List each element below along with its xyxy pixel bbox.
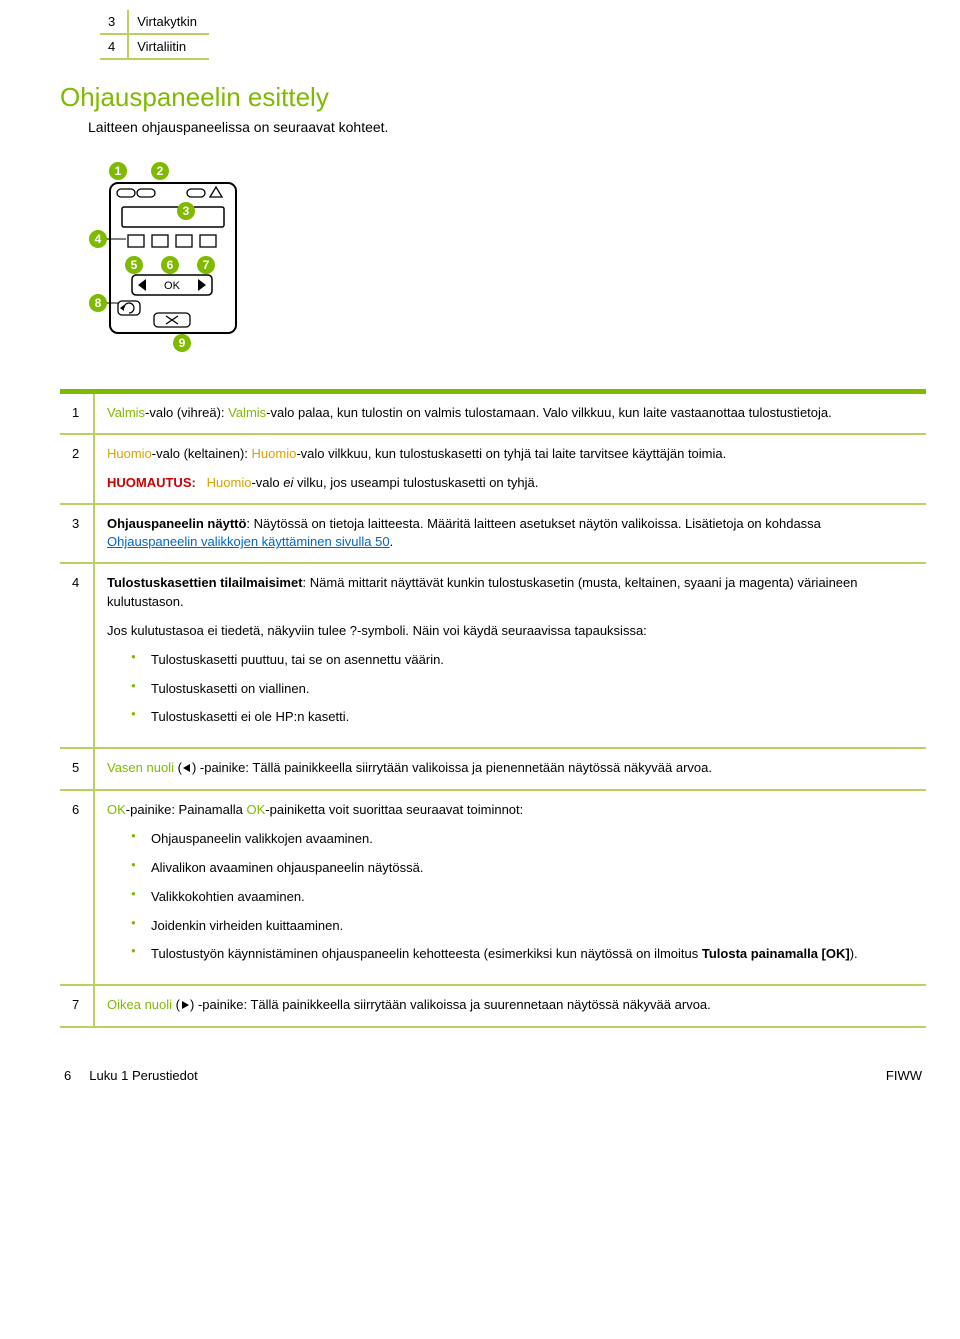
row-description: Huomio-valo (keltainen): Huomio-valo vil… [94,434,926,504]
chapter-title: Luku 1 Perustiedot [89,1068,197,1083]
top-row-num: 4 [100,34,128,59]
row-number: 4 [60,563,94,748]
row-description: OK-painike: Painamalla OK-painiketta voi… [94,790,926,985]
row-number: 5 [60,748,94,790]
row-description: Vasen nuoli () -painike: Tällä painikkee… [94,748,926,790]
footer-right: FIWW [886,1068,922,1083]
table-row: 1Valmis-valo (vihreä): Valmis-valo palaa… [60,392,926,434]
row-number: 2 [60,434,94,504]
table-row: 6OK-painike: Painamalla OK-painiketta vo… [60,790,926,985]
top-row-num: 3 [100,10,128,34]
top-row-label: Virtakytkin [128,10,209,34]
table-row: 2Huomio-valo (keltainen): Huomio-valo vi… [60,434,926,504]
row-number: 6 [60,790,94,985]
table-row: 5Vasen nuoli () -painike: Tällä painikke… [60,748,926,790]
control-panel-diagram: OK 1 2 3 4 5 6 7 8 9 [88,153,926,361]
table-row: 7Oikea nuoli () -painike: Tällä painikke… [60,985,926,1027]
table-row: 3Ohjauspaneelin näyttö: Näytössä on tiet… [60,504,926,564]
row-description: Oikea nuoli () -painike: Tällä painikkee… [94,985,926,1027]
row-description: Tulostuskasettien tilailmaisimet: Nämä m… [94,563,926,748]
svg-text:4: 4 [95,232,102,246]
svg-text:OK: OK [164,280,181,292]
row-description: Valmis-valo (vihreä): Valmis-valo palaa,… [94,392,926,434]
row-number: 3 [60,504,94,564]
page-number: 6 [64,1068,71,1083]
svg-text:9: 9 [179,336,186,350]
svg-text:7: 7 [203,258,210,272]
page-footer: 6 Luku 1 Perustiedot FIWW [60,1068,926,1083]
intro-text: Laitteen ohjauspaneelissa on seuraavat k… [88,119,926,135]
top-parts-table: 3 Virtakytkin 4 Virtaliitin [100,10,209,60]
control-panel-parts-table: 1Valmis-valo (vihreä): Valmis-valo palaa… [60,389,926,1028]
svg-text:3: 3 [183,204,190,218]
row-number: 1 [60,392,94,434]
svg-text:8: 8 [95,296,102,310]
row-description: Ohjauspaneelin näyttö: Näytössä on tieto… [94,504,926,564]
table-row: 4Tulostuskasettien tilailmaisimet: Nämä … [60,563,926,748]
top-row-label: Virtaliitin [128,34,209,59]
row-number: 7 [60,985,94,1027]
svg-text:1: 1 [115,164,122,178]
section-heading: Ohjauspaneelin esittely [60,82,926,113]
svg-text:2: 2 [157,164,164,178]
svg-text:5: 5 [131,258,138,272]
svg-text:6: 6 [167,258,174,272]
